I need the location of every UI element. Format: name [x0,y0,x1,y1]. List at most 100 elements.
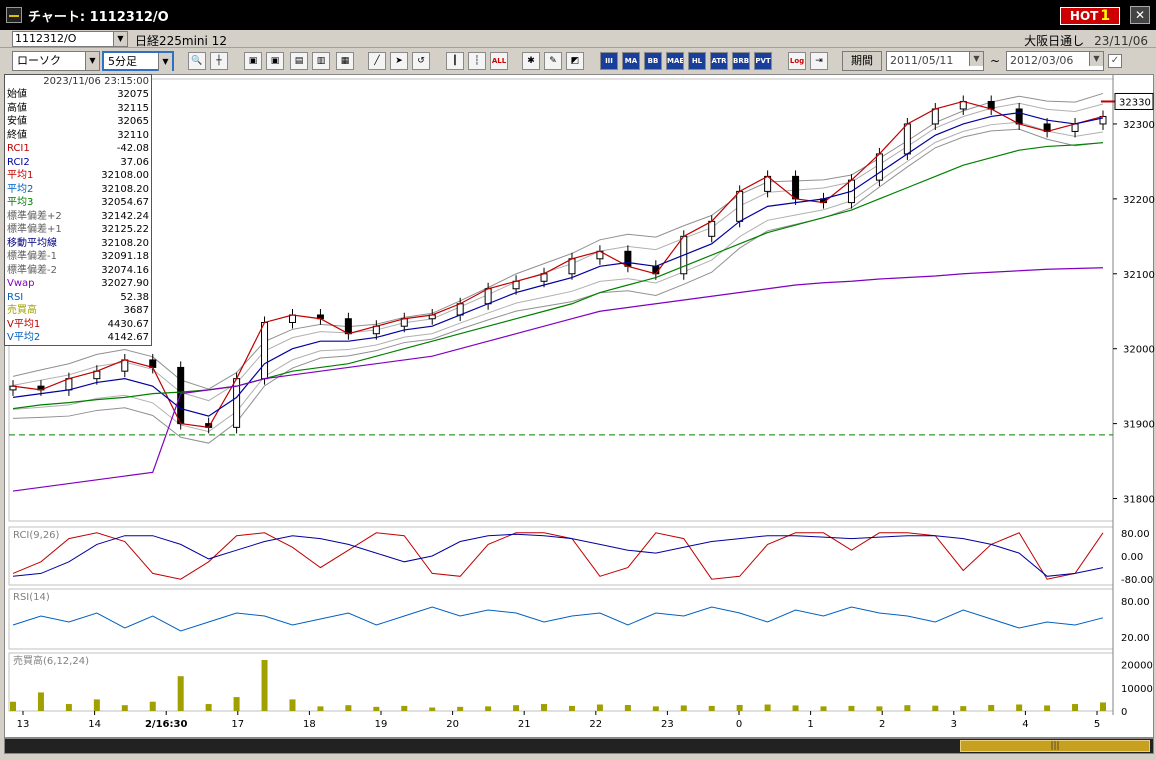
candle-body [708,220,716,237]
stock-icon-1[interactable]: ▣ [244,52,262,70]
info-row: 標準偏差+2 32142.24 [7,210,149,224]
info-value: 52.38 [120,291,149,303]
price-tick-label: 31900 [1123,420,1155,431]
ma-indicator-icon[interactable]: MA [622,52,640,70]
log-icon[interactable]: Log [788,52,806,70]
price-tick-label: 32200 [1123,195,1155,206]
select-icon[interactable]: ➤ [390,52,408,70]
price-tick-label: 32000 [1123,345,1155,356]
pane-border [8,652,1114,712]
info-value: 32054.67 [101,197,149,208]
stock-icon-5[interactable]: ▦ [336,52,354,70]
volume-bar [65,704,72,711]
close-icon[interactable]: ✕ [1130,6,1150,24]
info-label: 平均2 [7,183,34,195]
candle-body [121,359,129,372]
volume-bar [568,705,575,711]
bollinger-band-line [12,121,1104,433]
draw-line-icon[interactable]: ╱ [368,52,386,70]
info-value: -42.08 [116,143,149,154]
info-row: RCI1 -42.08 [7,142,149,156]
bb-indicator-icon[interactable]: BB [644,52,662,70]
pvt-indicator-icon[interactable]: PVT [754,52,772,70]
info-value: 32108.20 [101,237,149,249]
crosshair-icon[interactable]: ┼ [210,52,228,70]
time-axis-label: 2/16:30 [145,719,187,730]
info-label: 標準偏差-2 [7,264,57,276]
price-info-panel: 2023/11/06 23:15:00 始値 32075 高値 32115 安値 3206… [4,74,152,346]
period-checkbox[interactable]: ✓ [1108,54,1122,68]
symbol-code-combo[interactable]: 1112312/O ▼ [12,31,128,47]
series-line-RCI1 [12,532,1104,580]
volume-bar [652,706,659,711]
hot-button[interactable]: HOT 1 [1060,7,1120,25]
series-line-平均1 [12,100,1104,429]
info-label: V平均2 [7,332,41,343]
info-row: 高値 32115 [7,102,149,116]
pane-tick-label: -80.00 [1121,575,1153,586]
info-row: V平均1 4430.67 [7,318,149,332]
pane-tick-label: 80.00 [1121,529,1150,540]
zoom-icon[interactable]: 🔍 [188,52,206,70]
rotate-icon[interactable]: ↺ [412,52,430,70]
to-date-field[interactable]: 2012/03/06 ▼ [1006,51,1104,71]
pane-tick-label: 10000 [1121,684,1153,695]
volume-bar [10,701,16,711]
stock-icon-3[interactable]: ▤ [290,52,308,70]
info-value: 32142.24 [101,210,149,222]
brb-indicator-icon[interactable]: BRB [732,52,750,70]
stock-icon-2[interactable]: ▣ [266,52,284,70]
candle-icon[interactable]: ┃ [446,52,464,70]
time-scrollbar[interactable]: ||| [4,738,1154,754]
chevron-down-icon[interactable]: ▼ [85,52,99,70]
hl-indicator-icon[interactable]: HL [688,52,706,70]
export-icon[interactable]: ⇥ [810,52,828,70]
series-line-平均3 [12,142,1104,410]
info-row: 安値 32065 [7,115,149,129]
candle-body [792,175,800,200]
symbol-row: 1112312/O ▼ 日経225mini 12 大阪日通し 23/11/06 [0,30,1156,48]
stock-icon-4[interactable]: ▥ [312,52,330,70]
date-range-separator: ~ [990,54,1001,68]
volume-bar [904,705,911,711]
info-row: 売買高 3687 [7,304,149,318]
all-icon[interactable]: ALL [490,52,508,70]
volume-bar [680,705,687,711]
series-line-RCI2 [12,533,1104,577]
chevron-down-icon[interactable]: ▼ [158,53,172,71]
chevron-down-icon[interactable]: ▼ [113,32,127,46]
volume-bar [541,704,548,711]
pane-border [8,588,1114,650]
calendar-dropdown-icon[interactable]: ▼ [1089,52,1103,66]
time-axis-label: 23 [661,719,674,730]
color-icon[interactable]: ◩ [566,52,584,70]
calendar-dropdown-icon[interactable]: ▼ [969,52,983,66]
volume-bar [876,706,883,711]
bar-icon[interactable]: ┆ [468,52,486,70]
info-timestamp: 2023/11/06 23:15:00 [43,76,149,87]
info-label: RSI [7,291,24,303]
candle-body [456,303,464,316]
volume-bar [317,706,324,711]
info-rows: 始値 32075 高値 32115 安値 32065 終値 32110 RCI1 -42.08 RC… [7,88,149,345]
mae-indicator-icon[interactable]: MAE [666,52,684,70]
settings-icon[interactable]: ✱ [522,52,540,70]
info-label: 移動平均線 [7,237,57,249]
volume-bar [820,706,827,711]
time-axis-label: 19 [375,719,388,730]
tools-icon[interactable]: ✎ [544,52,562,70]
info-row: 移動平均線 32108.20 [7,237,149,251]
chart-type-select[interactable]: ローソク ▼ [12,51,100,71]
info-row: V平均2 4142.67 [7,331,149,345]
period-button[interactable]: 期間 [842,51,882,71]
time-axis-label: 2 [879,719,885,730]
info-label: Vwap [7,278,35,289]
atr-indicator-icon[interactable]: ATR [710,52,728,70]
chart-area[interactable]: 31800 31900 32000 32100 32200 32300 32330 13 14 2… [4,74,1155,739]
scrollbar-thumb[interactable]: ||| [960,740,1150,752]
volume-indicator-icon[interactable]: III [600,52,618,70]
interval-select[interactable]: 5分足 ▼ [102,51,174,71]
from-date-field[interactable]: 2011/05/11 ▼ [886,51,984,71]
pane-tick-label: 80.00 [1121,597,1150,608]
